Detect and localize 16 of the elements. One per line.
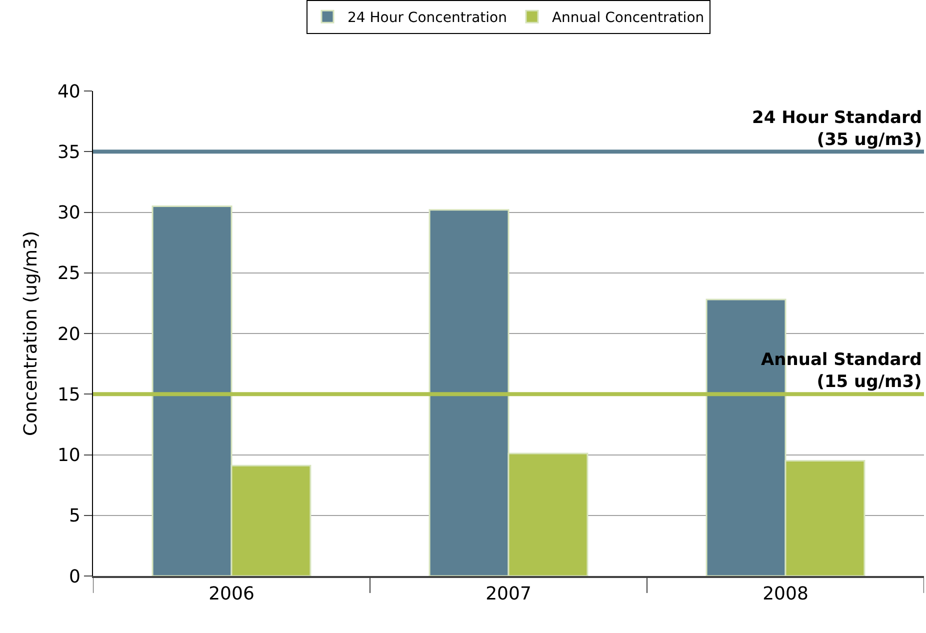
y-tick-label: 40 xyxy=(57,81,80,102)
x-tick-label: 2006 xyxy=(208,583,254,604)
y-tick-label: 15 xyxy=(57,384,80,406)
ref-line-label: 24 Hour Standard (35 ug/m3) xyxy=(752,108,922,150)
y-tick-label: 0 xyxy=(68,566,80,588)
x-tick-label: 2007 xyxy=(486,583,532,604)
y-tick-label: 20 xyxy=(57,324,80,345)
legend-label: Annual Concentration xyxy=(552,10,704,26)
y-axis-title: Concentration (ug/m3) xyxy=(20,231,42,436)
y-tick-label: 30 xyxy=(57,202,80,224)
y-tick-label: 35 xyxy=(57,142,80,163)
y-tick-label: 10 xyxy=(57,445,80,466)
y-tick-label: 5 xyxy=(68,506,80,527)
legend-label: 24 Hour Concentration xyxy=(348,10,507,26)
x-tick-label: 2008 xyxy=(762,583,808,604)
y-tick-label: 25 xyxy=(57,263,80,284)
